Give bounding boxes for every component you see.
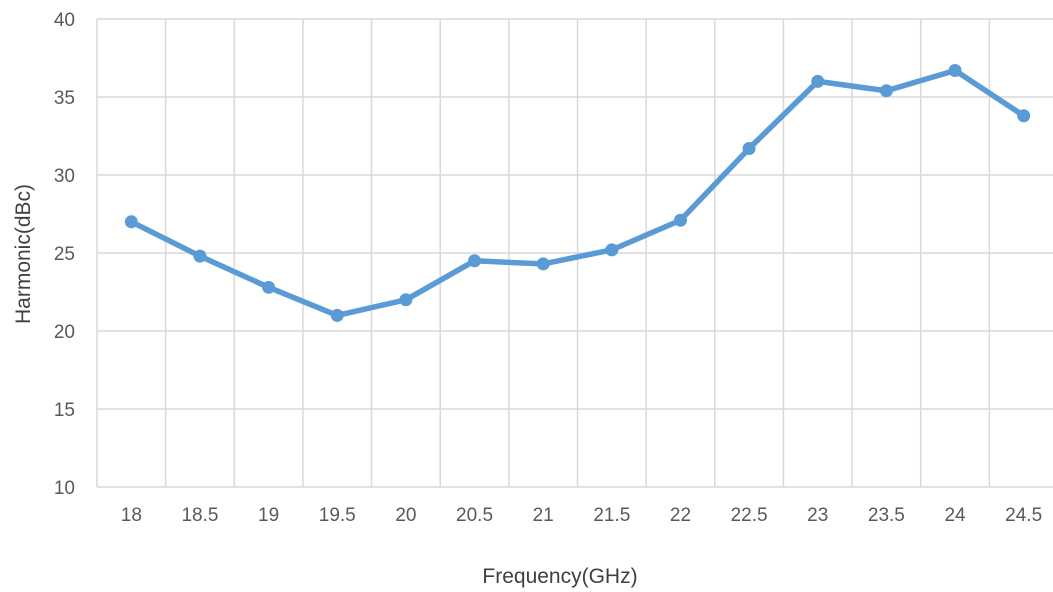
x-tick-label: 20 xyxy=(395,505,416,526)
data-point xyxy=(1017,109,1031,123)
y-tick-label: 40 xyxy=(54,10,75,31)
x-axis-title: Frequency(GHz) xyxy=(482,565,637,588)
x-tick-label: 24.5 xyxy=(1005,505,1042,526)
x-tick-label: 18.5 xyxy=(181,505,218,526)
data-point xyxy=(536,257,550,271)
data-point xyxy=(468,254,482,268)
data-point xyxy=(399,293,413,307)
x-tick-label: 24 xyxy=(944,505,966,526)
y-axis-title: Harmonic(dBc) xyxy=(12,184,35,324)
data-point xyxy=(330,308,344,322)
data-point xyxy=(948,63,962,77)
x-tick-label: 22 xyxy=(670,505,691,526)
data-point xyxy=(605,243,619,257)
data-point xyxy=(262,280,276,294)
data-point xyxy=(124,215,138,229)
series-line xyxy=(128,67,1027,319)
x-tick-label: 19.5 xyxy=(319,505,356,526)
y-tick-label: 10 xyxy=(54,478,75,499)
x-tick-label: 21 xyxy=(533,505,554,526)
x-tick-label: 23.5 xyxy=(868,505,905,526)
data-point xyxy=(742,141,756,155)
y-tick-label: 30 xyxy=(54,166,75,187)
y-tick-label: 15 xyxy=(54,400,75,421)
y-tick-label: 20 xyxy=(54,322,75,343)
x-tick-label: 18 xyxy=(121,505,142,526)
x-axis-ticks: 18 18.5 19 19.5 20 20.5 21 21.5 22 22.5 23 23.5 24 24… xyxy=(121,505,1042,526)
data-point xyxy=(673,213,687,227)
y-axis-ticks: 10 15 20 25 30 35 40 xyxy=(54,10,75,499)
grid xyxy=(96,18,1053,488)
x-tick-label: 23 xyxy=(807,505,828,526)
x-tick-label: 19 xyxy=(258,505,279,526)
data-point xyxy=(811,74,825,88)
x-tick-label: 22.5 xyxy=(731,505,768,526)
x-tick-label: 21.5 xyxy=(593,505,630,526)
data-point xyxy=(879,84,893,98)
x-tick-label: 20.5 xyxy=(456,505,493,526)
series-layer xyxy=(124,63,1031,322)
y-tick-label: 25 xyxy=(54,244,75,265)
y-tick-label: 35 xyxy=(54,88,75,109)
data-point xyxy=(193,249,207,263)
